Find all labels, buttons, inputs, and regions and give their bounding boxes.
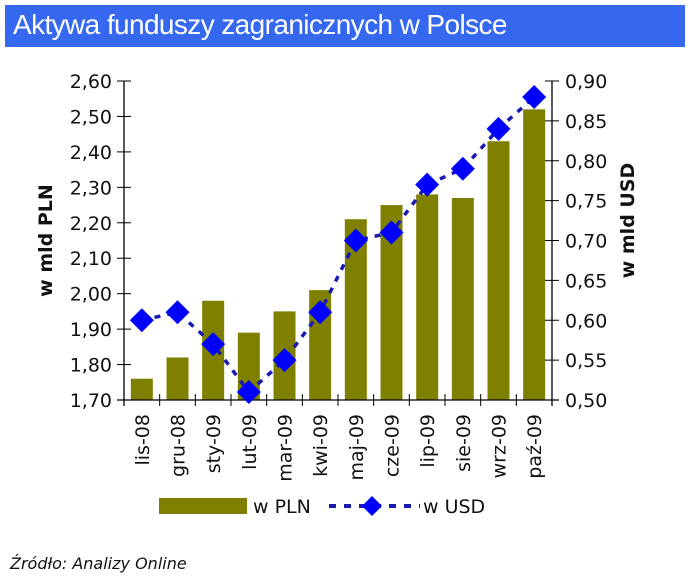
category-label: lis-08 bbox=[132, 414, 154, 466]
usd-marker-diamond bbox=[165, 300, 190, 325]
bar-pln bbox=[451, 197, 474, 400]
right-tick-label: 0,85 bbox=[565, 111, 607, 133]
right-tick-label: 0,75 bbox=[565, 191, 607, 213]
left-tick-label: 2,20 bbox=[70, 213, 112, 235]
legend-usd-label: w USD bbox=[423, 496, 485, 518]
bar-pln bbox=[523, 109, 546, 400]
category-label: sie-09 bbox=[453, 414, 475, 472]
left-tick-label: 1,90 bbox=[70, 319, 112, 341]
usd-marker-diamond bbox=[379, 220, 404, 245]
left-tick-label: 2,10 bbox=[70, 248, 112, 270]
bar-pln bbox=[130, 378, 153, 400]
legend-pln-swatch bbox=[159, 498, 247, 514]
right-tick-label: 0,50 bbox=[565, 390, 607, 412]
right-tick-label: 0,55 bbox=[565, 350, 607, 372]
right-tick-label: 0,65 bbox=[565, 270, 607, 292]
category-label: sty-09 bbox=[203, 414, 225, 473]
usd-marker-diamond bbox=[308, 300, 333, 325]
chart: 1,70 1,80 1,90 2,00 2,10 2,20 2,30 2,40 2,50 2,60… bbox=[35, 71, 639, 518]
bar-pln bbox=[166, 357, 189, 400]
category-label: maj-09 bbox=[346, 414, 368, 480]
left-axis-title: w mld PLN bbox=[35, 184, 57, 297]
usd-marker-diamond bbox=[450, 156, 475, 181]
legend-pln-label: w PLN bbox=[253, 496, 311, 518]
right-tick-label: 0,60 bbox=[565, 310, 607, 332]
left-tick-label: 2,60 bbox=[70, 71, 112, 93]
usd-marker-diamond bbox=[415, 172, 440, 197]
usd-marker-diamond bbox=[486, 116, 511, 141]
category-label: cze-09 bbox=[382, 414, 404, 477]
right-tick-label: 0,70 bbox=[565, 231, 607, 253]
usd-marker-diamond bbox=[236, 380, 261, 405]
title-bar: Aktywa funduszy zagranicznych w Polsce bbox=[5, 5, 685, 47]
usd-marker-diamond bbox=[201, 332, 226, 357]
category-label: lut-09 bbox=[239, 414, 261, 470]
usd-marker-diamond bbox=[343, 228, 368, 253]
usd-marker-diamond bbox=[522, 84, 547, 109]
category-label: kwi-09 bbox=[310, 414, 332, 477]
right-tick-label: 0,90 bbox=[565, 71, 607, 93]
bar-pln bbox=[416, 194, 439, 400]
category-label: mar-09 bbox=[275, 414, 297, 482]
right-tick-label: 0,80 bbox=[565, 151, 607, 173]
left-tick-label: 2,50 bbox=[70, 106, 112, 128]
left-tick-label: 2,00 bbox=[70, 284, 112, 306]
left-tick-label: 2,30 bbox=[70, 177, 112, 199]
chart-title: Aktywa funduszy zagranicznych w Polsce bbox=[13, 9, 507, 40]
bar-pln bbox=[344, 219, 367, 400]
bar-pln bbox=[380, 205, 403, 400]
right-axis-title: w mld USD bbox=[617, 163, 639, 279]
left-tick-label: 1,80 bbox=[70, 355, 112, 377]
category-label: wrz-09 bbox=[489, 414, 511, 478]
usd-marker-diamond bbox=[272, 348, 297, 373]
left-tick-label: 2,40 bbox=[70, 142, 112, 164]
legend-usd-diamond bbox=[362, 496, 382, 516]
category-label: paź-09 bbox=[524, 414, 546, 479]
bar-pln bbox=[487, 141, 510, 400]
left-tick-label: 1,70 bbox=[70, 390, 112, 412]
usd-line bbox=[141, 95, 536, 395]
category-label: gru-08 bbox=[168, 414, 190, 477]
category-label: lip-09 bbox=[417, 414, 439, 468]
source-note: Źródło: Analizy Online bbox=[10, 554, 187, 573]
usd-marker-diamond bbox=[129, 308, 154, 333]
